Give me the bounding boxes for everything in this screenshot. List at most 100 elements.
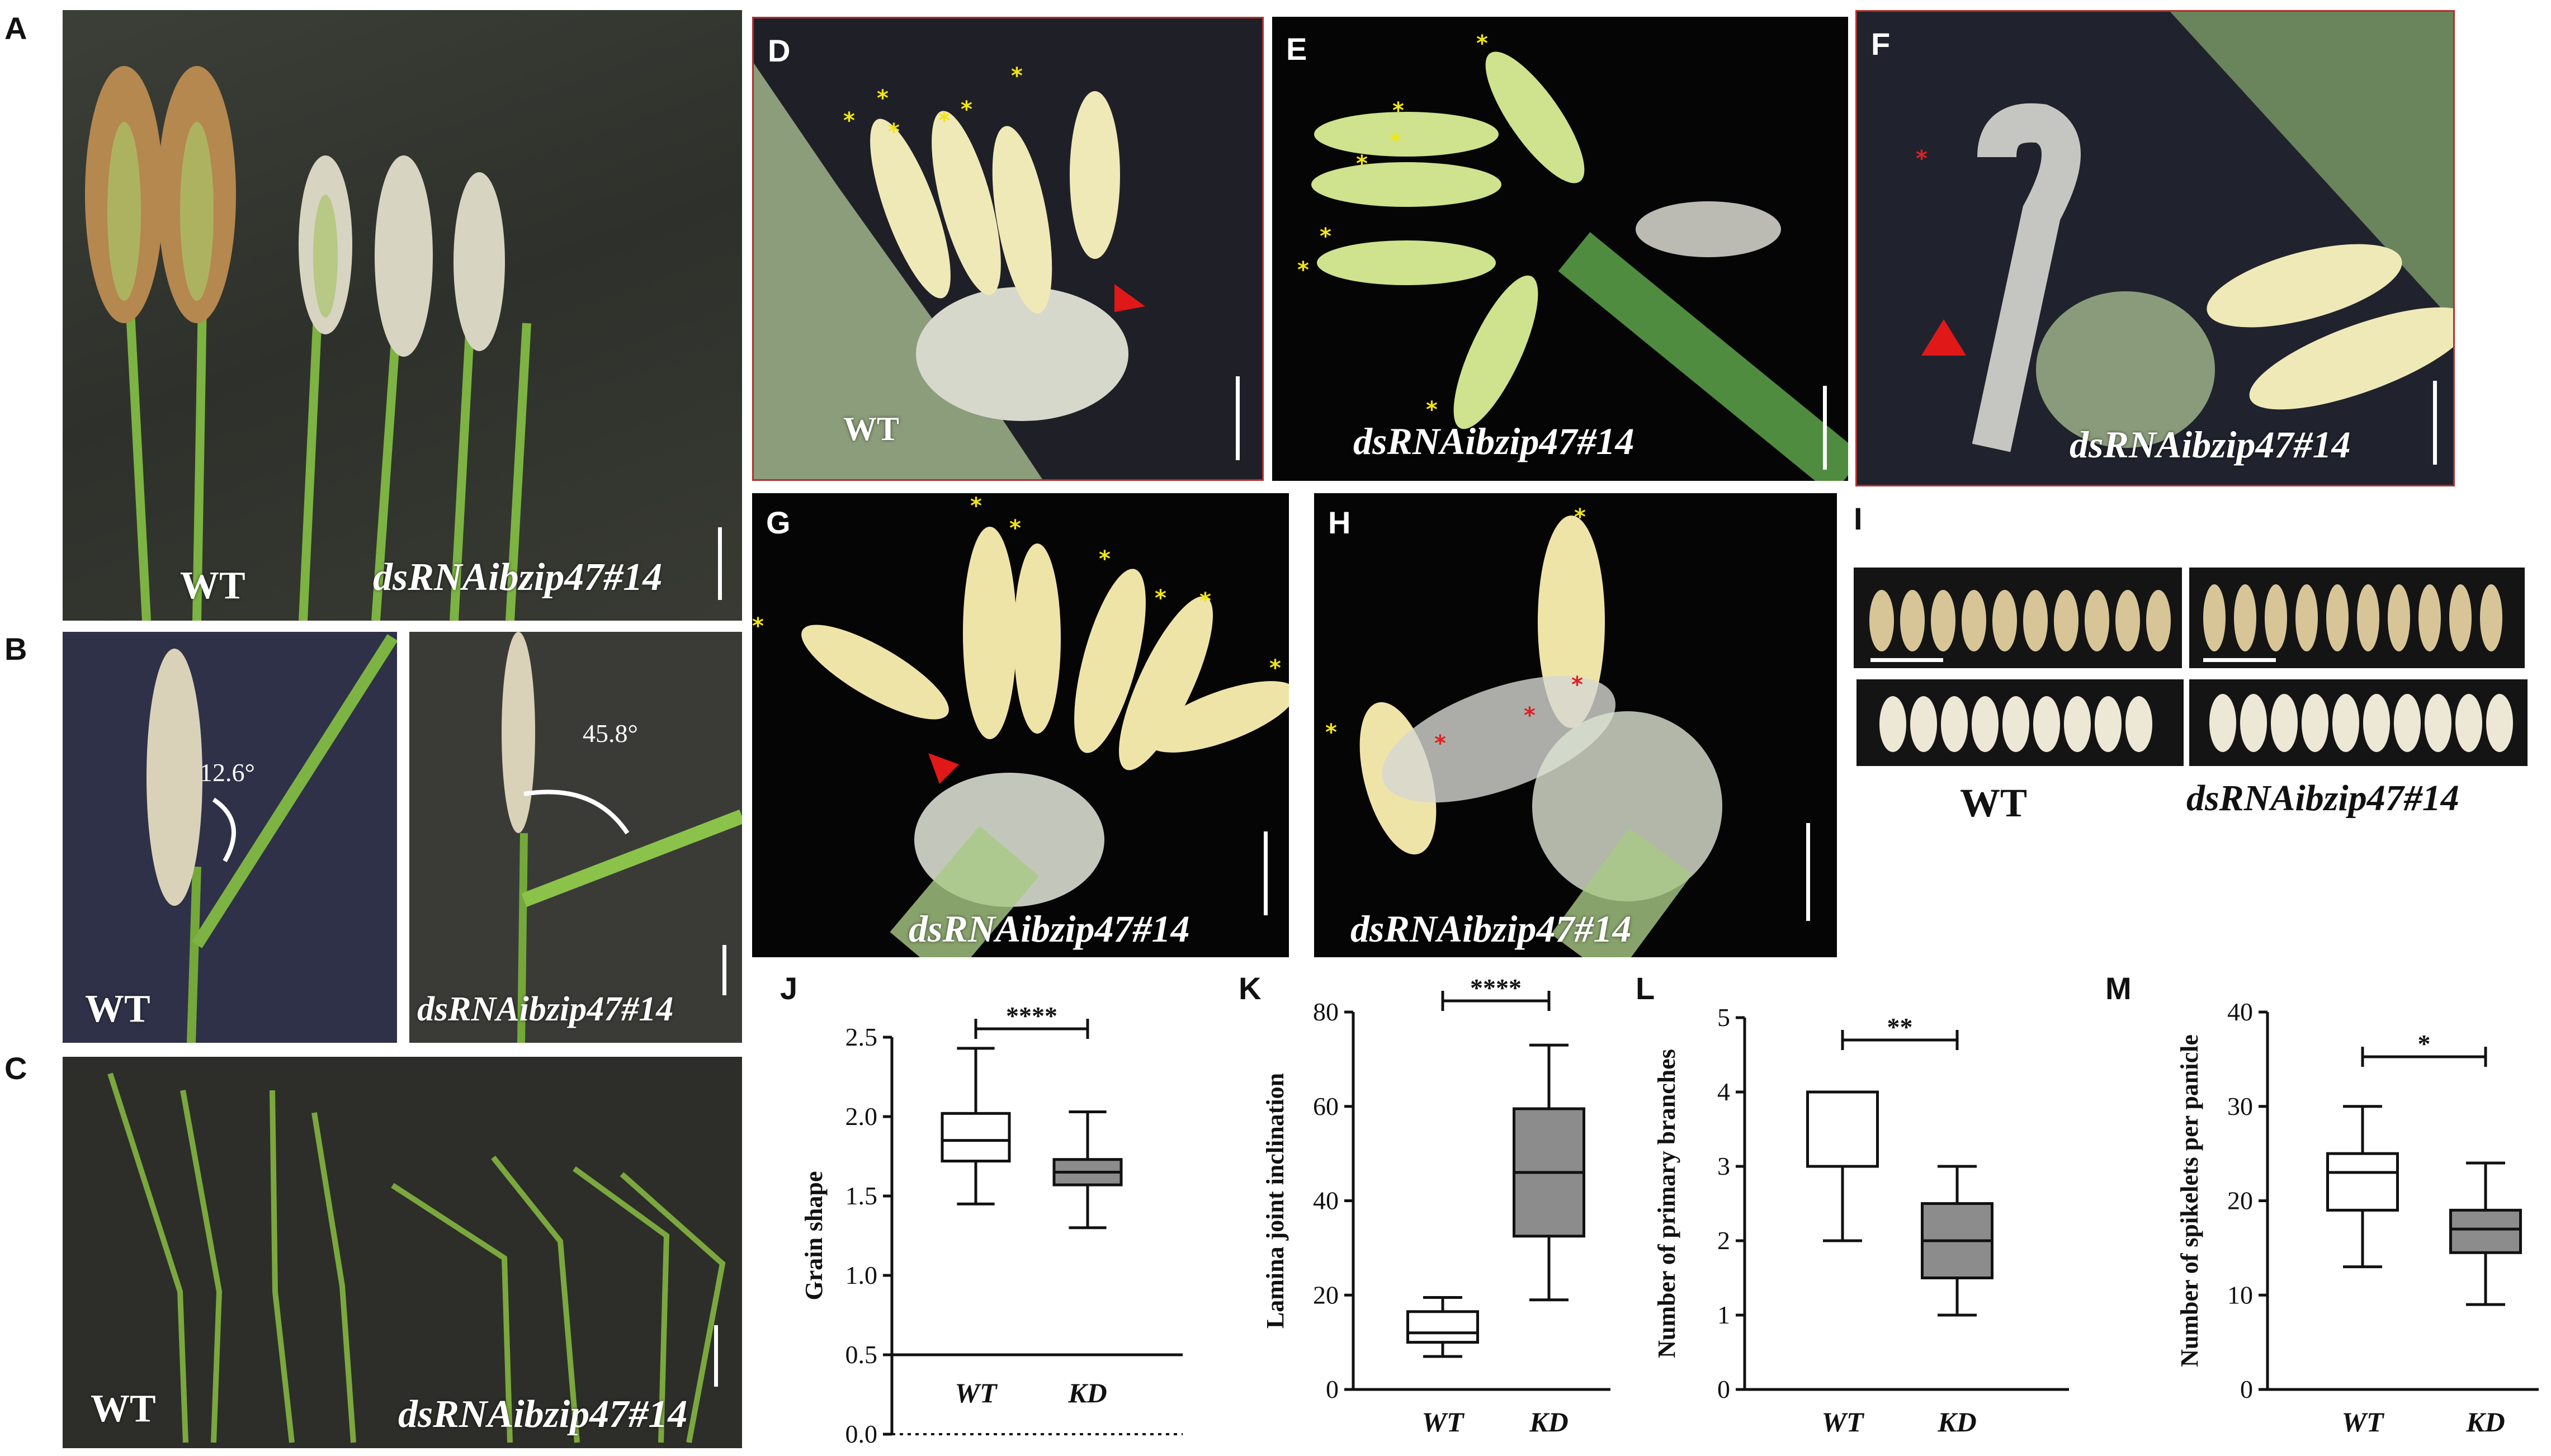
- y-tick-label: 4: [1717, 1077, 1730, 1106]
- panel-f-scale-bar: [2433, 381, 2437, 465]
- panel-letter-d: D: [768, 33, 791, 68]
- panel-a-mutant-label: dsRNAibzip47#14: [373, 556, 663, 599]
- panel-h-illustration: [1359, 516, 1722, 957]
- anther-marker: *: [877, 86, 889, 111]
- wt-brown-rice: [1879, 696, 2152, 752]
- panel-letter-j: J: [780, 971, 798, 1006]
- significance-stars: ****: [1470, 978, 1522, 1002]
- y-tick-label: 0: [2240, 1375, 2253, 1403]
- panel-letter-f: F: [1871, 26, 1891, 62]
- pistil-arrow-icon: [928, 753, 959, 784]
- mutant-brown-rice: [2209, 694, 2513, 752]
- panel-f-illustration: [1972, 12, 2453, 452]
- y-tick-label: 1.0: [845, 1261, 878, 1289]
- anther-marker: *: [1297, 257, 1309, 283]
- panel-i-mutant-paddy: [2189, 568, 2525, 668]
- lamina-joint-chart: 0 20 40 60 80 Lamina joint inclination WT KD ***…: [1262, 978, 1610, 1438]
- y-tick-label: 0: [1326, 1375, 1339, 1403]
- mutant-paddy-grains: [2203, 584, 2502, 662]
- significance-stars: **: [1887, 1013, 1913, 1041]
- panel-letter-i: I: [1854, 501, 1863, 536]
- panel-g-mutant-label: dsRNAibzip47#14: [909, 907, 1190, 950]
- panel-i-wt-brown-rice: [1856, 679, 2184, 766]
- y-tick-label: 20: [1313, 1280, 1339, 1309]
- panel-letter-c: C: [4, 1051, 27, 1086]
- panel-a-photo: WT dsRNAibzip47#14: [63, 10, 742, 621]
- y-tick-label: 40: [1313, 1186, 1339, 1215]
- y-axis-label: Grain shape: [800, 1171, 828, 1300]
- stigma-marker: *: [1524, 703, 1536, 729]
- anther-marker: *: [970, 493, 982, 519]
- panel-e-photo: E * * * * * * * dsRNAibzip47#14: [1272, 17, 1848, 481]
- panel-i-mutant-brown-rice: [2189, 679, 2528, 766]
- y-tick-label: 0: [1717, 1375, 1730, 1403]
- box-iqr: [1806, 1090, 1879, 1168]
- box-iqr: [2326, 1152, 2399, 1212]
- y-tick-label: 30: [2227, 1092, 2253, 1121]
- pistil-arrow-icon: [1921, 319, 1966, 356]
- anther-marker: *: [843, 108, 855, 134]
- panel-letter-m: M: [2105, 971, 2132, 1006]
- y-tick-label: 40: [2227, 998, 2253, 1026]
- spikelets-chart: 0 10 20 30 40 Number of spikelets per panicle…: [2176, 998, 2539, 1438]
- panel-b-wt-label: WT: [85, 987, 150, 1030]
- panel-a-wt-label: WT: [180, 564, 245, 607]
- panel-c-photo: WT dsRNAibzip47#14: [63, 1057, 742, 1448]
- wt-paddy-grains: [1869, 590, 2171, 662]
- anther-marker: *: [961, 97, 972, 122]
- anther-marker: *: [1392, 98, 1404, 124]
- grain-shape-chart: 0.0 0.5 1.0 1.5 2.0 2.5 Grain shape WT KD ****: [800, 1001, 1183, 1448]
- y-tick-label: 0.5: [845, 1340, 878, 1369]
- stigma-marker: *: [1571, 672, 1583, 698]
- panel-b-wt-illustration: [147, 634, 397, 1043]
- anther-marker: *: [1390, 129, 1401, 154]
- panel-i-wt-paddy: [1854, 568, 2182, 668]
- panel-b-wt-angle: 12.6°: [200, 758, 255, 787]
- anther-marker: *: [1426, 397, 1438, 423]
- stigma-marker: *: [1916, 146, 1928, 172]
- panel-letter-k: K: [1239, 971, 1262, 1006]
- y-tick-label: 80: [1313, 998, 1339, 1026]
- y-axis-label: Number of spikelets per panicle: [2176, 1034, 2203, 1367]
- y-axis-label: Number of primary branches: [1653, 1049, 1680, 1358]
- anther-marker: *: [1269, 655, 1281, 681]
- panel-b-mutant-photo: 45.8° dsRNAibzip47#14: [409, 632, 742, 1043]
- y-tick-label: 60: [1313, 1092, 1339, 1121]
- panel-letter-g: G: [766, 505, 791, 540]
- anther-marker: *: [752, 613, 764, 639]
- anther-marker: *: [1574, 504, 1586, 530]
- x-category-label: KD: [1937, 1406, 1976, 1438]
- leaf-joints-illustration: [107, 1072, 726, 1443]
- panel-b-mutant-illustration: [502, 632, 742, 1043]
- panel-letter-h: H: [1328, 505, 1351, 540]
- panel-h-mutant-label: dsRNAibzip47#14: [1350, 907, 1632, 950]
- primary-branches-chart: 0 1 2 3 4 5 Number of primary branches WT KD **: [1653, 1003, 2069, 1438]
- panel-d-photo: D * * * * * * WT: [752, 17, 1264, 481]
- panel-b-mutant-label: dsRNAibzip47#14: [417, 990, 674, 1028]
- panel-b-scale-bar: [722, 945, 726, 995]
- y-tick-label: 2.5: [845, 1023, 878, 1051]
- panel-a-scale-bar: [718, 527, 722, 600]
- y-tick-label: 0.0: [845, 1420, 878, 1448]
- x-category-label: KD: [1067, 1377, 1107, 1408]
- panel-g-scale-bar: [1264, 831, 1268, 915]
- y-tick-label: 3: [1717, 1152, 1730, 1180]
- x-category-label: WT: [1422, 1406, 1465, 1438]
- box-iqr: [2449, 1208, 2522, 1254]
- y-tick-label: 10: [2227, 1280, 2253, 1309]
- panel-h-photo: H * * * * * dsRNAibzip47#14: [1314, 493, 1837, 957]
- panel-b-mutant-angle: 45.8°: [583, 719, 638, 748]
- stigma-marker: *: [1434, 731, 1446, 757]
- anther-marker: *: [1199, 588, 1211, 614]
- panel-letter-l: L: [1636, 971, 1655, 1006]
- panel-f-mutant-label: dsRNAibzip47#14: [2070, 423, 2351, 466]
- y-tick-label: 2: [1717, 1226, 1730, 1255]
- panel-c-mutant-label: dsRNAibzip47#14: [398, 1393, 688, 1436]
- x-category-label: WT: [2342, 1406, 2385, 1438]
- anther-marker: *: [1356, 151, 1368, 177]
- panel-g-illustration: [801, 527, 1289, 957]
- y-tick-label: 20: [2227, 1186, 2253, 1215]
- panel-e-mutant-label: dsRNAibzip47#14: [1353, 420, 1634, 462]
- panel-d-illustration: [754, 63, 1128, 479]
- anther-marker: *: [1155, 585, 1166, 611]
